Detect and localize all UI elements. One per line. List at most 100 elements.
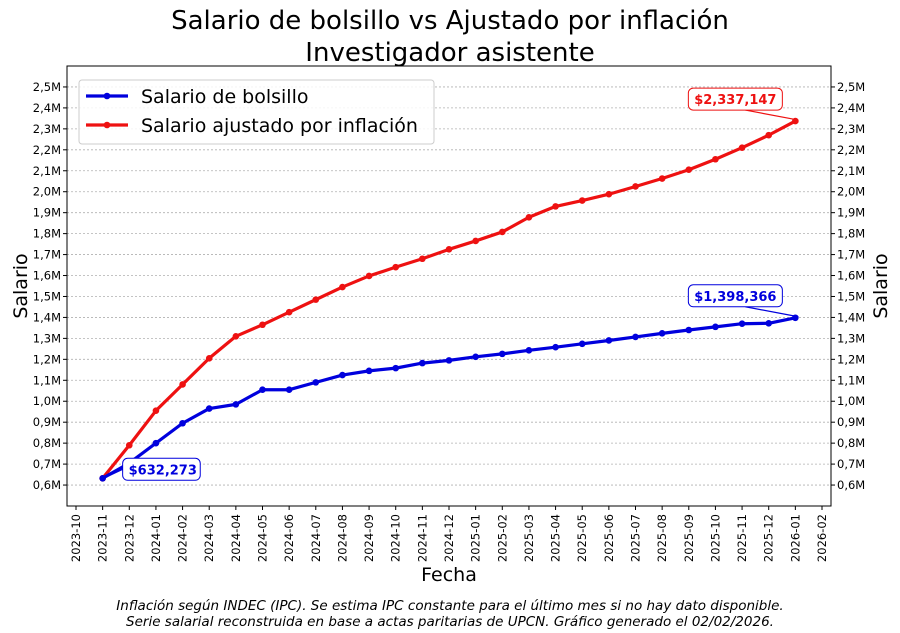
y-axis-left: 0,6M 0,7M 0,8M 0,9M 1,0M 1,1M 1,2M 1,3M 1,4M 1,5M… — [33, 80, 67, 492]
data-point — [205, 354, 213, 362]
x-tick-label: 2025-03 — [522, 514, 536, 562]
annotation-label: $1,398,366 — [694, 290, 776, 305]
x-tick-label: 2024-12 — [442, 514, 456, 562]
annotations-group: $632,273 $1,398,366 $2,337,147 — [105, 87, 799, 481]
data-point — [738, 320, 746, 328]
data-point — [578, 340, 586, 348]
y-tick-label: 0,7M — [33, 457, 61, 471]
data-point — [632, 183, 639, 190]
annotation-arrow — [745, 306, 799, 318]
footnote-line-1: Inflación según INDEC (IPC). Se estima I… — [116, 598, 784, 614]
x-tick-label: 2025-08 — [655, 514, 669, 562]
data-point — [552, 203, 559, 210]
data-point — [605, 190, 613, 198]
data-point — [312, 296, 320, 303]
x-tick-label: 2023-12 — [122, 514, 136, 562]
y-axis-label-right: Salario — [870, 253, 892, 318]
x-tick-label: 2024-04 — [229, 514, 243, 562]
y-axis-right: 0,6M 0,7M 0,8M 0,9M 1,0M 1,1M 1,2M 1,3M 1,4M 1,5M… — [831, 80, 865, 492]
data-point — [712, 323, 719, 331]
data-point — [498, 350, 506, 358]
data-point — [658, 175, 666, 182]
data-point — [312, 379, 320, 386]
data-point — [285, 308, 293, 316]
y-tick-label: 1,3M — [33, 331, 61, 345]
data-point — [658, 330, 666, 337]
x-tick-label: 2024-06 — [282, 514, 296, 562]
y-tick-label: 1,8M — [33, 227, 61, 241]
x-tick-label: 2025-09 — [682, 514, 696, 562]
data-point — [685, 166, 693, 174]
legend-label: Salario de bolsillo — [141, 86, 309, 108]
data-point — [578, 197, 586, 204]
x-tick-label: 2023-11 — [96, 514, 110, 562]
y-tick-label-right: 1,4M — [837, 310, 865, 324]
data-point — [205, 405, 213, 412]
y-tick-label-right: 2,3M — [837, 122, 865, 136]
y-tick-label-right: 2,1M — [837, 164, 865, 178]
legend: Salario de bolsillo Salario ajustado por … — [78, 79, 435, 145]
x-tick-label: 2024-02 — [176, 514, 190, 562]
y-tick-label: 1,7M — [33, 248, 61, 262]
x-tick-label: 2025-04 — [549, 514, 563, 562]
x-axis-label: Fecha — [421, 564, 477, 586]
y-tick-label-right: 0,7M — [837, 457, 865, 471]
data-point — [472, 353, 479, 361]
y-tick-label: 0,8M — [33, 436, 61, 450]
annotation-label: $632,273 — [129, 463, 197, 478]
x-axis: 2023-10 2023-11 2023-12 2024-01 2024-02 2024-… — [69, 506, 829, 562]
data-point — [765, 319, 773, 327]
data-point — [685, 326, 693, 334]
x-tick-label: 2025-02 — [495, 514, 509, 562]
data-point — [259, 386, 266, 394]
y-tick-label: 0,9M — [33, 415, 61, 429]
data-point — [498, 228, 506, 236]
y-tick-label-right: 1,2M — [837, 352, 865, 366]
data-point — [445, 357, 453, 364]
y-tick-label-right: 1,0M — [837, 394, 865, 408]
x-tick-label: 2025-05 — [575, 514, 589, 562]
x-tick-label: 2025-12 — [762, 514, 776, 562]
data-point — [525, 213, 533, 221]
y-tick-label: 1,9M — [33, 206, 61, 220]
y-tick-label: 2,5M — [33, 80, 61, 94]
data-point — [179, 381, 186, 388]
y-tick-label-right: 1,6M — [837, 269, 865, 283]
y-axis-label: Salario — [10, 253, 32, 318]
data-point — [525, 347, 533, 354]
data-point — [632, 333, 639, 341]
series-group — [99, 117, 799, 482]
data-point — [445, 246, 453, 253]
data-point — [99, 474, 106, 482]
data-point — [339, 283, 346, 291]
data-point — [472, 237, 479, 245]
y-tick-label-right: 2,4M — [837, 101, 865, 115]
data-point — [232, 332, 240, 340]
legend-label: Salario ajustado por inflación — [141, 115, 418, 137]
data-point — [152, 439, 160, 447]
y-tick-label-right: 1,9M — [837, 206, 865, 220]
x-tick-label: 2025-07 — [629, 514, 643, 562]
data-point — [738, 144, 746, 152]
data-point — [392, 263, 400, 271]
data-point — [605, 337, 613, 344]
data-point — [419, 359, 426, 367]
y-tick-label-right: 1,3M — [837, 331, 865, 345]
y-tick-label-right: 2,5M — [837, 80, 865, 94]
y-tick-label-right: 2,0M — [837, 185, 865, 199]
legend-marker — [103, 121, 111, 129]
y-tick-label-right: 1,7M — [837, 248, 865, 262]
x-tick-label: 2025-10 — [708, 514, 722, 562]
y-tick-label-right: 1,8M — [837, 227, 865, 241]
data-point — [152, 407, 160, 414]
annotation-box — [122, 457, 201, 481]
chart-title: Salario de bolsillo vs Ajustado por infl… — [171, 6, 729, 36]
x-tick-label: 2024-10 — [389, 514, 403, 562]
y-tick-label: 2,0M — [33, 185, 61, 199]
x-tick-label: 2026-02 — [815, 514, 829, 562]
chart-subtitle: Investigador asistente — [305, 38, 595, 68]
y-tick-label: 1,5M — [33, 289, 61, 303]
series-line — [101, 316, 796, 480]
x-tick-label: 2024-03 — [202, 514, 216, 562]
